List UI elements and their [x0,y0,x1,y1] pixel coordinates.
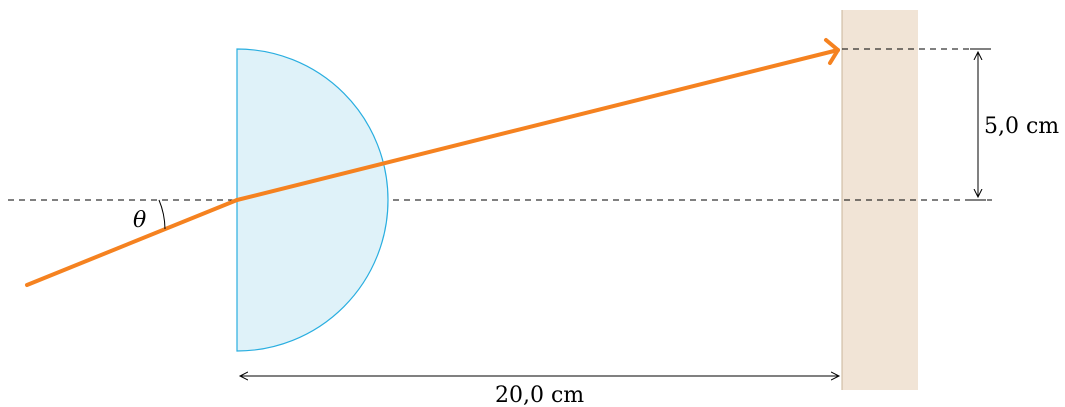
ray-arrowhead [824,38,840,65]
refracted-ray [235,48,840,202]
distance-label: 20,0 cm [495,383,584,407]
angle-label: θ [133,208,146,233]
incident-ray [25,198,239,287]
angle-arc [158,199,166,230]
semicircular-lens [236,48,389,352]
height-label: 5,0 cm [984,114,1059,139]
